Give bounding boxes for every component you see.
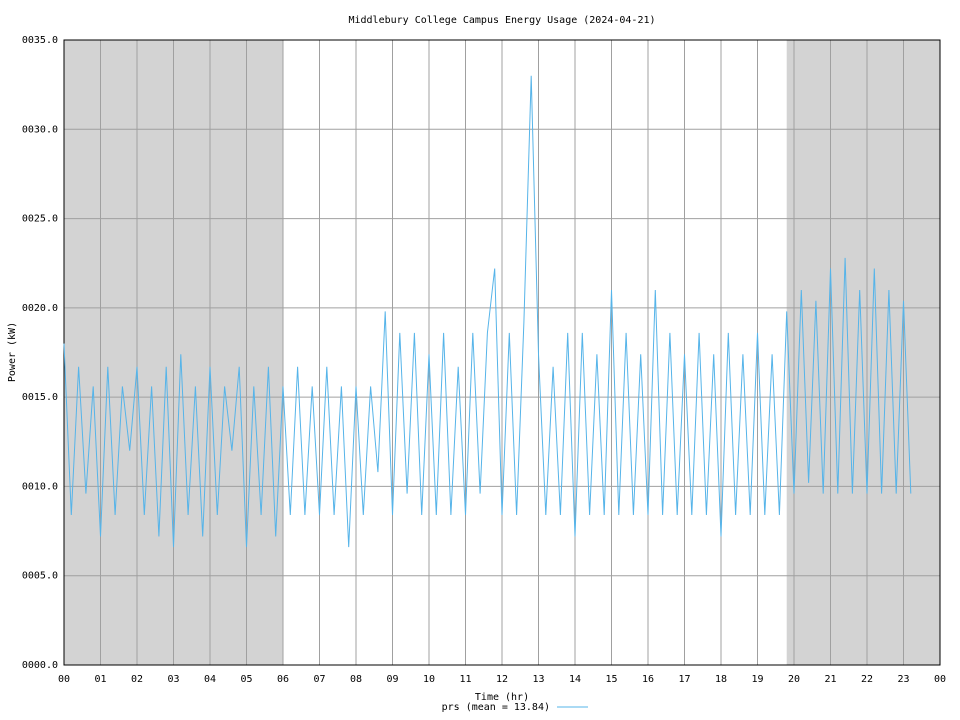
y-tick-label: 0000.0 <box>22 660 58 671</box>
y-tick-label: 0020.0 <box>22 303 58 314</box>
y-tick-label: 0005.0 <box>22 571 58 582</box>
x-tick-label: 21 <box>824 674 836 685</box>
x-tick-label: 10 <box>423 674 435 685</box>
x-tick-label: 17 <box>678 674 690 685</box>
shaded-region <box>786 40 940 665</box>
x-tick-label: 00 <box>58 674 70 685</box>
x-tick-label: 04 <box>204 674 216 685</box>
x-tick-label: 19 <box>751 674 763 685</box>
y-tick-label: 0030.0 <box>22 124 58 135</box>
data-line <box>63 75 912 548</box>
y-axis-label: Power (kW) <box>7 322 18 382</box>
x-tick-label: 02 <box>131 674 143 685</box>
x-tick-label: 05 <box>240 674 252 685</box>
x-tick-label: 03 <box>167 674 179 685</box>
x-tick-label: 22 <box>861 674 873 685</box>
x-tick-label: 12 <box>496 674 508 685</box>
x-tick-label: 13 <box>532 674 544 685</box>
x-tick-label: 01 <box>94 674 106 685</box>
y-tick-label: 0025.0 <box>22 214 58 225</box>
x-tick-label: 14 <box>569 674 581 685</box>
x-tick-label: 18 <box>715 674 727 685</box>
x-tick-label: 20 <box>788 674 800 685</box>
x-axis-label: Time (hr) <box>475 692 529 703</box>
x-tick-label: 15 <box>605 674 617 685</box>
x-tick-label: 08 <box>350 674 362 685</box>
x-tick-label: 11 <box>459 674 471 685</box>
y-tick-label: 0015.0 <box>22 392 58 403</box>
x-tick-label: 07 <box>313 674 325 685</box>
x-tick-label: 00 <box>934 674 946 685</box>
y-tick-label: 0010.0 <box>22 481 58 492</box>
x-tick-label: 06 <box>277 674 289 685</box>
x-tick-label: 23 <box>897 674 909 685</box>
legend-label: prs (mean = 13.84) <box>442 702 550 713</box>
x-tick-label: 16 <box>642 674 654 685</box>
chart-title: Middlebury College Campus Energy Usage (… <box>348 15 655 26</box>
x-tick-label: 09 <box>386 674 398 685</box>
y-tick-label: 0035.0 <box>22 35 58 46</box>
